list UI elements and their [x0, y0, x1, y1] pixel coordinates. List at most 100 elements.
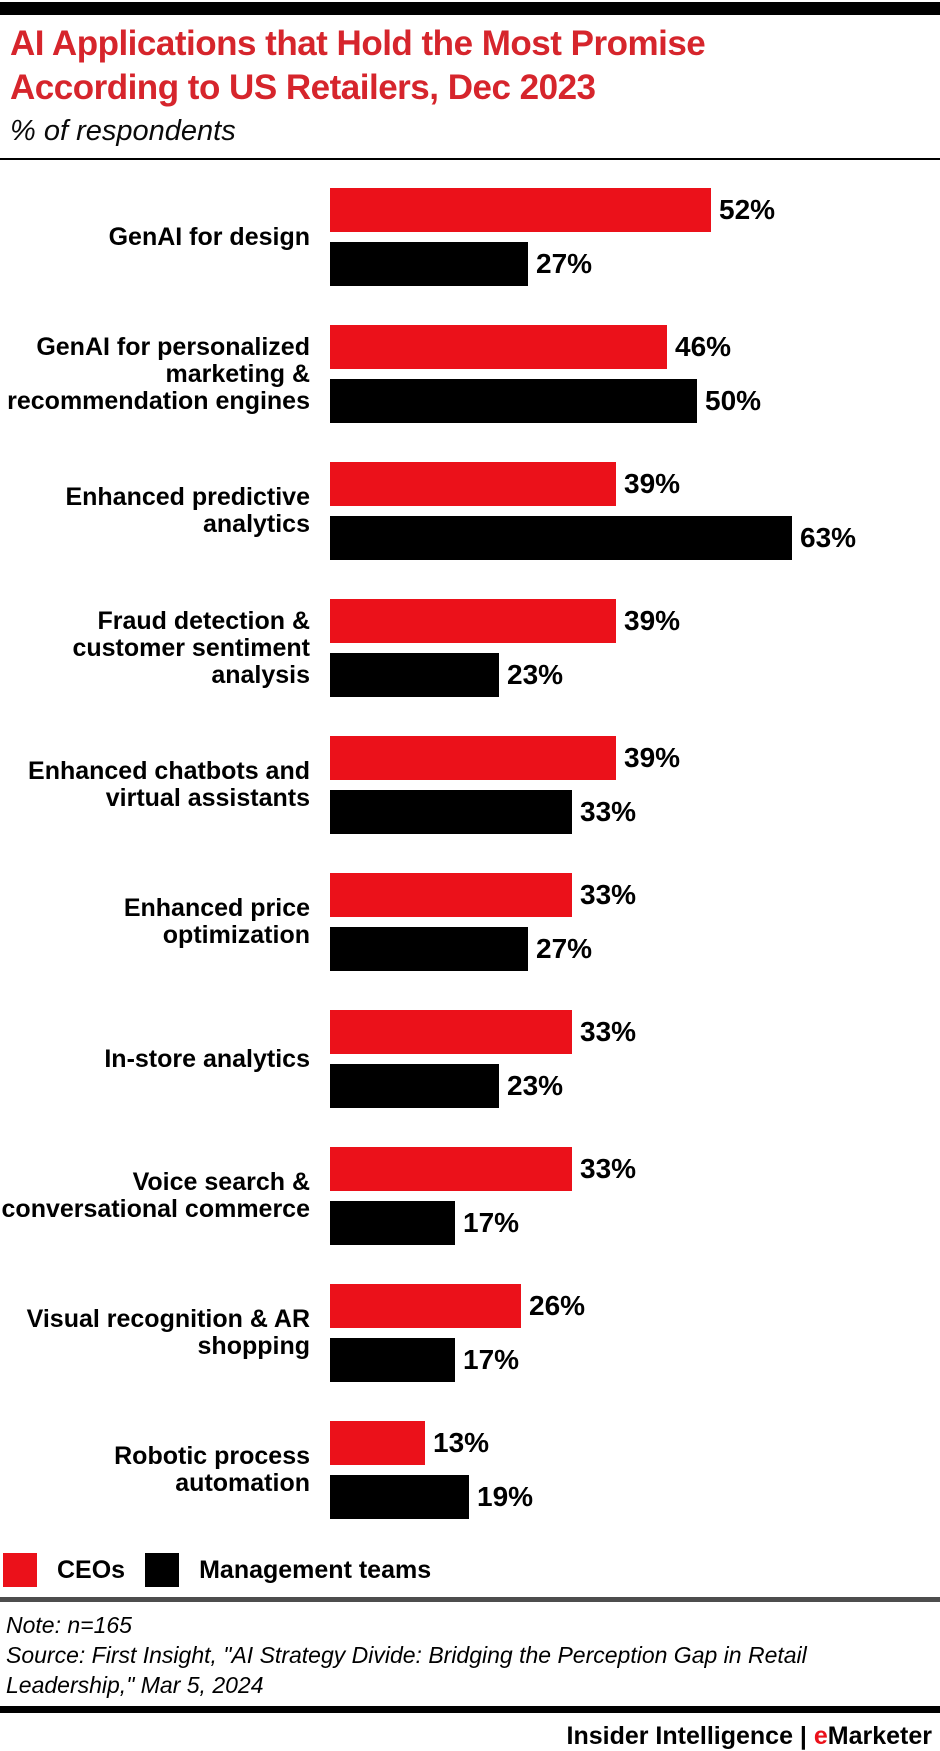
bar [330, 927, 528, 971]
header-divider-line [0, 158, 940, 160]
bar-line: 46% [330, 325, 761, 369]
bar-line: 39% [330, 736, 680, 780]
bar-group: 39% 63% [330, 462, 856, 560]
category-label-cell: GenAI for design [0, 188, 310, 286]
source-text: Source: First Insight, "AI Strategy Divi… [6, 1642, 807, 1698]
bar-value: 46% [675, 331, 732, 362]
category-label: In-store analytics [104, 1044, 310, 1073]
category-label-cell: Enhanced chatbots and virtual assistants [0, 736, 310, 834]
bar-line: 26% [330, 1284, 585, 1328]
chart-row: Enhanced chatbots and virtual assistants… [0, 736, 940, 834]
bar-line: 52% [330, 188, 775, 232]
bar-value: 27% [536, 248, 593, 279]
bar-line: 23% [330, 653, 680, 697]
category-label-cell: Robotic process automation [0, 1421, 310, 1519]
bar [330, 188, 711, 232]
bar-line: 50% [330, 379, 761, 423]
footer-notes: Note: n=165 Source: First Insight, "AI S… [0, 1602, 940, 1700]
bar-group: 33% 27% [330, 873, 636, 971]
category-label: GenAI for personalized marketing & recom… [7, 332, 310, 415]
chart-row: Enhanced price optimization 33% 27% [0, 873, 940, 971]
bar-group: 46% 50% [330, 325, 761, 423]
bar-group: 13% 19% [330, 1421, 533, 1519]
bar-group: 26% 17% [330, 1284, 585, 1382]
brand-line: Insider Intelligence | e Marketer [0, 1713, 940, 1751]
chart-row: Fraud detection & customer sentiment ana… [0, 599, 940, 697]
bar [330, 379, 697, 423]
bar-value: 33% [580, 1153, 637, 1184]
bar-value: 33% [580, 796, 637, 827]
bar-value: 39% [624, 468, 681, 499]
bar-value: 52% [719, 194, 776, 225]
bar [330, 462, 616, 506]
chart-row: Enhanced predictive analytics 39% 63% [0, 462, 940, 560]
chart-row: In-store analytics 33% 23% [0, 1010, 940, 1108]
bar-line: 27% [330, 927, 636, 971]
chart-row: Visual recognition & AR shopping 26% 17% [0, 1284, 940, 1382]
brand-separator: | [792, 1722, 814, 1750]
bar-value: 19% [477, 1481, 534, 1512]
bar-value: 39% [624, 605, 681, 636]
bar-value: 26% [529, 1290, 586, 1321]
bar-value: 33% [580, 1016, 637, 1047]
category-label: Voice search & conversational commerce [1, 1168, 310, 1223]
bar-value: 13% [433, 1427, 490, 1458]
legend-swatch-management-teams [145, 1553, 180, 1587]
bar-value: 33% [580, 879, 637, 910]
bar-line: 33% [330, 873, 636, 917]
bar [330, 873, 572, 917]
bar-line: 39% [330, 599, 680, 643]
chart-row: Voice search & conversational commerce 3… [0, 1147, 940, 1245]
bar [330, 736, 616, 780]
bar [330, 1064, 499, 1108]
bar-line: 19% [330, 1475, 533, 1519]
category-label: GenAI for design [108, 222, 310, 251]
chart-row: GenAI for design 52% 27% [0, 188, 940, 286]
bar-chart: GenAI for design 52% 27% GenAI for perso… [0, 160, 940, 1519]
bar-value: 27% [536, 933, 593, 964]
bottom-black-band [0, 1706, 940, 1713]
category-label: Robotic process automation [114, 1442, 310, 1497]
page-title-line1: AI Applications that Hold the Most Promi… [10, 24, 706, 63]
category-label: Enhanced chatbots and virtual assistants [28, 757, 310, 812]
category-label-cell: Fraud detection & customer sentiment ana… [0, 599, 310, 697]
bar [330, 1284, 521, 1328]
page-title-line2: According to US Retailers, Dec 2023 [10, 68, 596, 107]
category-label: Enhanced price optimization [123, 894, 310, 949]
bar-line: 23% [330, 1064, 636, 1108]
chart-rows: GenAI for design 52% 27% GenAI for perso… [0, 188, 940, 1519]
bar [330, 599, 616, 643]
category-label-cell: Enhanced predictive analytics [0, 462, 310, 560]
bar-value: 50% [705, 385, 762, 416]
category-label: Fraud detection & customer sentiment ana… [72, 606, 310, 689]
bar-line: 33% [330, 1147, 636, 1191]
bar [330, 1010, 572, 1054]
bar-value: 23% [507, 659, 564, 690]
bar [330, 790, 572, 834]
legend-label-management-teams: Management teams [199, 1555, 432, 1584]
category-label-cell: GenAI for personalized marketing & recom… [0, 325, 310, 423]
chart-row: Robotic process automation 13% 19% [0, 1421, 940, 1519]
bar-line: 13% [330, 1421, 533, 1465]
bar-value: 63% [800, 522, 857, 553]
bar-line: 63% [330, 516, 856, 560]
page-title: AI Applications that Hold the Most Promi… [10, 22, 928, 110]
footer-divider-line [0, 1597, 940, 1602]
bar-group: 33% 17% [330, 1147, 636, 1245]
bar-group: 33% 23% [330, 1010, 636, 1108]
category-label-cell: Voice search & conversational commerce [0, 1147, 310, 1245]
bar-line: 39% [330, 462, 856, 506]
bar [330, 1147, 572, 1191]
brand-insider-intelligence: Insider Intelligence [566, 1722, 793, 1750]
category-label-cell: In-store analytics [0, 1010, 310, 1108]
chart-header: AI Applications that Hold the Most Promi… [0, 15, 940, 150]
top-black-band [0, 2, 940, 15]
bar [330, 1338, 455, 1382]
bar [330, 1421, 425, 1465]
bar-value: 23% [507, 1070, 564, 1101]
bar-value: 17% [463, 1344, 520, 1375]
bar [330, 325, 667, 369]
bar-line: 27% [330, 242, 775, 286]
chart-row: GenAI for personalized marketing & recom… [0, 325, 940, 423]
bar-line: 17% [330, 1201, 636, 1245]
